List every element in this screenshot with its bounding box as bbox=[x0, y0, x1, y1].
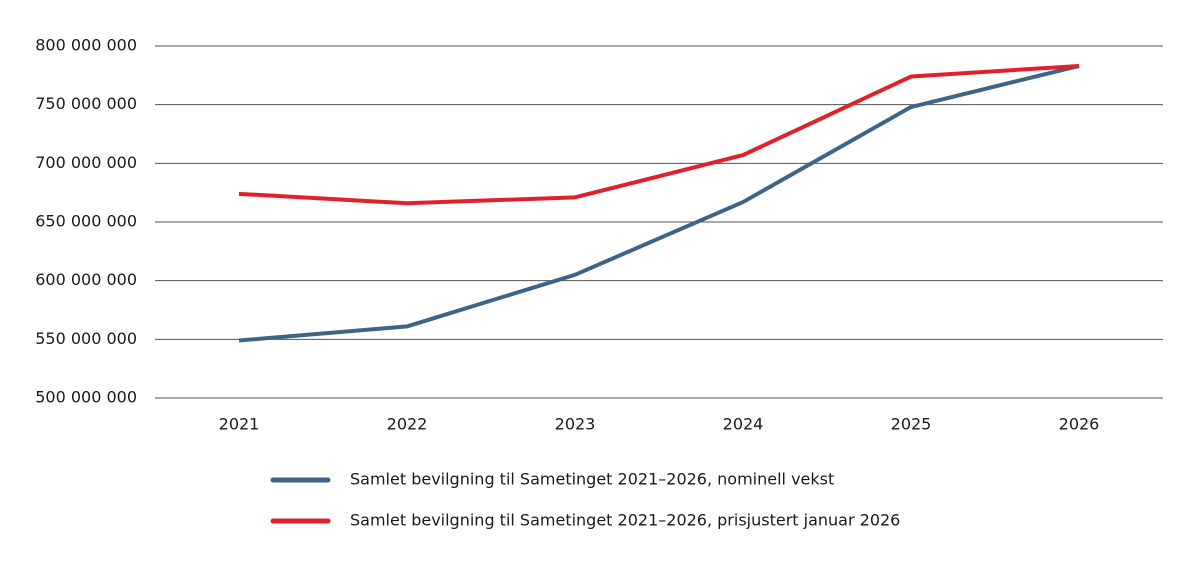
series-line bbox=[238, 63, 1080, 206]
legend-label: Samlet bevilgning til Sametinget 2021–20… bbox=[350, 511, 900, 530]
legend-label: Samlet bevilgning til Sametinget 2021–20… bbox=[350, 470, 834, 489]
series-line bbox=[238, 64, 1080, 343]
x-tick-label: 2026 bbox=[1059, 415, 1100, 434]
x-tick-label: 2023 bbox=[555, 415, 596, 434]
x-tick-label: 2024 bbox=[723, 415, 764, 434]
x-tick-label: 2022 bbox=[387, 415, 428, 434]
y-tick-label: 600 000 000 bbox=[35, 270, 137, 289]
x-tick-label: 2021 bbox=[219, 415, 260, 434]
y-tick-label: 800 000 000 bbox=[35, 36, 137, 55]
y-tick-label: 500 000 000 bbox=[35, 388, 137, 407]
x-tick-label: 2025 bbox=[891, 415, 932, 434]
y-tick-label: 550 000 000 bbox=[35, 329, 137, 348]
y-tick-label: 750 000 000 bbox=[35, 94, 137, 113]
y-tick-label: 650 000 000 bbox=[35, 212, 137, 231]
y-tick-label: 700 000 000 bbox=[35, 153, 137, 172]
